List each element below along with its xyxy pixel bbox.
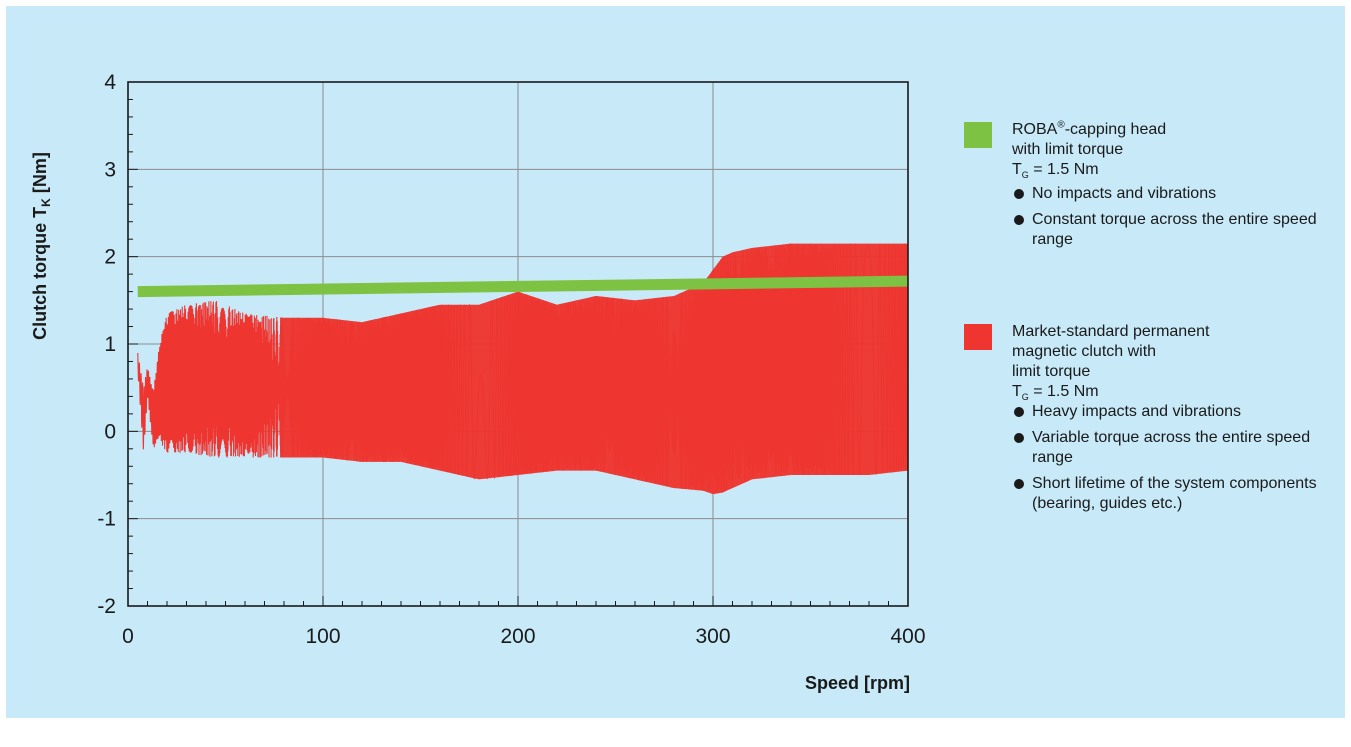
y-tick-label: 1 [104, 333, 116, 356]
legend-roba-bullet-text: Constant torque across the entire speed … [1032, 211, 1317, 248]
y-axis-title: Clutch torque TK [Nm] [30, 152, 53, 340]
bullet-dot-icon [1014, 407, 1024, 417]
legend-magnetic-tg-value: = 1.5 Nm [1028, 383, 1099, 400]
roba-capping-head-line [137, 275, 909, 298]
bullet-dot-icon [1014, 479, 1024, 489]
y-axis-title-main: Clutch torque T [30, 207, 50, 340]
x-tick-label: 200 [500, 625, 535, 648]
legend-roba-line2: with limit torque [1012, 141, 1124, 158]
legend-roba-tg-symbol: T [1012, 161, 1022, 178]
bullet-dot-icon [1014, 189, 1024, 199]
legend-swatch-green [964, 122, 992, 148]
y-tick-label: -1 [97, 508, 116, 531]
y-axis-title-sub: K [39, 198, 53, 207]
legend-swatch-red [964, 324, 992, 350]
y-tick-label: 2 [104, 246, 116, 269]
legend-roba-title-a: ROBA [1012, 121, 1058, 138]
legend-magnetic-text: Market-standard permanent magnetic clutc… [1012, 322, 1342, 520]
legend-roba-bullet: Constant torque across the entire speed … [1012, 210, 1332, 250]
label-layer: 0 100 200 300 400 -2 -1 0 1 2 3 4 [97, 71, 925, 648]
legend-magnetic-bullet-text: Heavy impacts and vibrations [1032, 403, 1241, 420]
x-tick-label: 400 [890, 625, 925, 648]
legend-roba-text: ROBA®-capping head with limit torque TG … [1012, 120, 1342, 256]
chart-panel: 0 100 200 300 400 -2 -1 0 1 2 3 4 Speed [rpm] Clutc… [6, 6, 1345, 718]
legend-magnetic-tg: TG = 1.5 Nm [1012, 382, 1342, 402]
legend-roba-tg-value: = 1.5 Nm [1028, 161, 1099, 178]
legend-magnetic-bullet-text: Variable torque across the entire speed … [1032, 429, 1311, 466]
chart-area: 0 100 200 300 400 -2 -1 0 1 2 3 4 Speed [rpm] Clutc… [30, 71, 926, 693]
bullet-dot-icon [1014, 215, 1024, 225]
legend-magnetic-bullet: Short lifetime of the system components … [1012, 474, 1342, 514]
legend-magnetic-tg-symbol: T [1012, 383, 1022, 400]
x-tick-label: 300 [695, 625, 730, 648]
legend-roba-title: ROBA®-capping head [1012, 120, 1342, 140]
legend-magnetic-bullets: Heavy impacts and vibrations Variable to… [1012, 402, 1342, 514]
y-tick-label: 3 [104, 158, 116, 181]
y-tick-label: 0 [104, 420, 116, 443]
legend-magnetic-bullet-text: Short lifetime of the system components … [1032, 475, 1317, 512]
data-layer [137, 243, 909, 495]
x-axis-title: Speed [rpm] [805, 673, 910, 693]
x-tick-label: 100 [305, 625, 340, 648]
axis-layer [127, 81, 909, 607]
legend-roba-bullets: No impacts and vibrations Constant torqu… [1012, 184, 1342, 250]
legend-magnetic-line1: Market-standard permanent [1012, 323, 1210, 340]
legend-roba-title-b: -capping head [1064, 121, 1167, 138]
legend-magnetic-line2: magnetic clutch with [1012, 343, 1157, 360]
magnetic-clutch-trace [137, 243, 909, 494]
legend-magnetic-bullet: Variable torque across the entire speed … [1012, 428, 1332, 468]
legend-magnetic-bullet: Heavy impacts and vibrations [1012, 402, 1252, 422]
legend-roba-title-reg: ® [1057, 119, 1065, 131]
legend-roba-bullet-text: No impacts and vibrations [1032, 185, 1217, 202]
legend-roba-bullet: No impacts and vibrations [1012, 184, 1332, 204]
legend-magnetic-tg-sub: G [1021, 392, 1029, 403]
x-tick-label: 0 [122, 625, 134, 648]
y-tick-label: 4 [104, 71, 116, 94]
legend-roba-tg: TG = 1.5 Nm [1012, 160, 1342, 180]
y-axis-title-unit: [Nm] [30, 152, 50, 198]
bullet-dot-icon [1014, 433, 1024, 443]
y-tick-label: -2 [97, 595, 116, 618]
legend-roba-tg-sub: G [1021, 170, 1029, 181]
legend-magnetic-line3: limit torque [1012, 363, 1091, 380]
